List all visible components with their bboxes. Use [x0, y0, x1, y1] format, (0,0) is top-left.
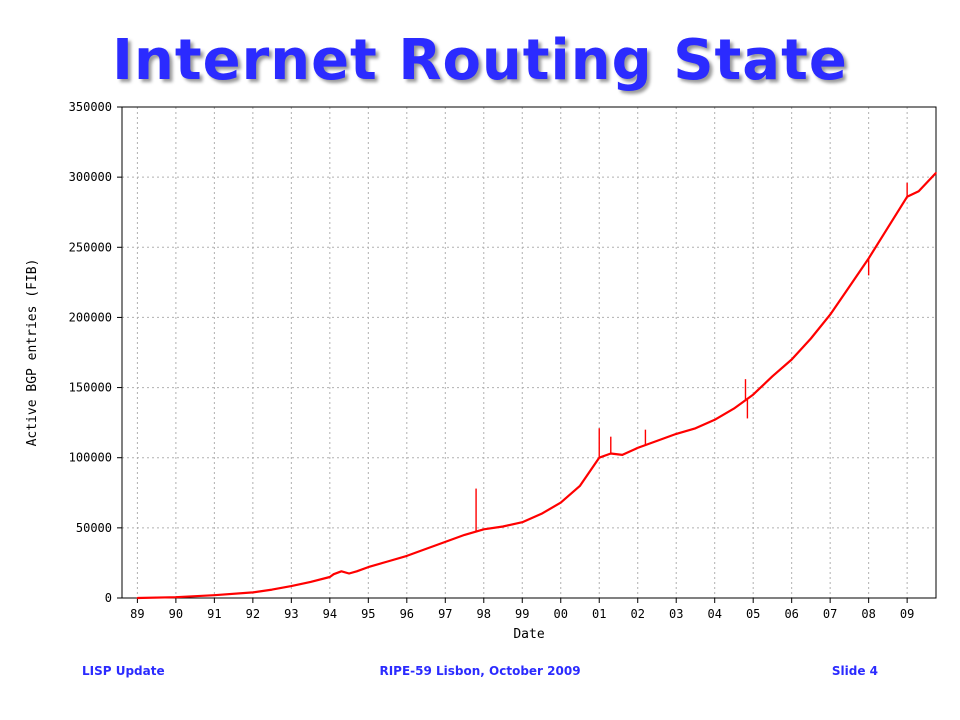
footer-left-text: LISP Update	[82, 664, 165, 678]
series-point	[521, 521, 524, 524]
x-tick-label: 06	[784, 607, 798, 621]
series-point	[482, 528, 485, 531]
series-point	[406, 555, 408, 557]
x-tick-label: 95	[361, 607, 375, 621]
series-point	[348, 572, 350, 575]
x-tick-label: 03	[669, 607, 683, 621]
series-point	[502, 525, 504, 528]
series-point	[579, 484, 581, 487]
series-point	[790, 358, 793, 361]
series-point	[935, 172, 937, 174]
plot-area	[121, 106, 937, 599]
x-tick-label: 02	[630, 607, 644, 621]
series-point	[733, 407, 735, 410]
bgp-growth-chart: 0 50000 100000 150000 200000 250000 300000 3500…	[25, 100, 937, 642]
x-tick-label: 05	[746, 607, 760, 621]
series-point	[675, 433, 678, 435]
series-point	[329, 576, 331, 578]
x-tick-label: 00	[554, 607, 568, 621]
series-point	[425, 548, 427, 550]
series-point	[213, 594, 216, 596]
series-layer	[136, 172, 937, 600]
series-point	[559, 501, 562, 504]
series-point	[386, 560, 389, 563]
y-axis-ticks: 0 50000 100000 150000 200000 250000 300000 3500…	[69, 100, 122, 605]
x-tick-label: 93	[284, 607, 298, 621]
series-point	[175, 596, 177, 598]
x-tick-label: 92	[246, 607, 260, 621]
series-point	[713, 419, 716, 421]
series-point	[463, 534, 466, 536]
y-axis-title: Active BGP entries (FIB)	[25, 259, 40, 447]
x-tick-label: 91	[207, 607, 221, 621]
series-point	[829, 313, 831, 316]
series-point	[887, 226, 889, 229]
x-tick-label: 96	[400, 607, 414, 621]
footer-center-text: RIPE-59 Lisbon, October 2009	[379, 664, 581, 678]
x-tick-label: 01	[592, 607, 606, 621]
y-tick-label: 200000	[69, 310, 112, 324]
x-tick-label: 09	[900, 607, 914, 621]
x-tick-label: 89	[130, 607, 144, 621]
x-tick-label: 99	[515, 607, 529, 621]
series-point	[656, 440, 658, 442]
series-point	[332, 573, 335, 575]
x-tick-label: 98	[477, 607, 491, 621]
y-tick-label: 100000	[69, 451, 112, 465]
y-tick-label: 150000	[69, 381, 112, 395]
series-point	[444, 541, 447, 543]
series-line	[137, 172, 937, 600]
x-tick-label: 97	[438, 607, 452, 621]
x-tick-label: 90	[169, 607, 183, 621]
series-point	[540, 513, 543, 515]
series-point	[636, 447, 639, 449]
y-tick-label: 250000	[69, 240, 112, 254]
series-point	[290, 585, 293, 587]
series-point	[810, 337, 812, 340]
x-tick-label: 07	[823, 607, 837, 621]
footer-right-text: Slide 4	[831, 664, 878, 678]
series-point	[771, 375, 774, 378]
x-tick-label: 94	[323, 607, 337, 621]
series-point	[917, 190, 920, 192]
x-tick-label: 04	[707, 607, 721, 621]
x-tick-label: 08	[861, 607, 875, 621]
grid-lines	[122, 107, 936, 598]
slide-title: Internet Routing State	[112, 28, 848, 93]
y-tick-label: 0	[105, 591, 112, 605]
y-tick-label: 350000	[69, 100, 112, 114]
series-point	[355, 570, 358, 573]
series-point	[621, 454, 624, 456]
series-point	[848, 285, 851, 288]
series-point	[271, 588, 273, 591]
y-tick-label: 50000	[76, 521, 112, 535]
y-tick-label: 300000	[69, 170, 112, 184]
x-axis-title: Date	[513, 627, 544, 642]
series-point	[340, 570, 343, 573]
series-point	[367, 566, 370, 568]
series-point	[694, 427, 697, 430]
series-point	[136, 597, 139, 599]
x-axis-ticks: 89 90 91 92 93 94 95 96 97 98 99 00 01 02 03 04 05 06 07 08…	[130, 598, 914, 621]
series-point	[309, 581, 312, 583]
series-point	[252, 591, 254, 594]
series-point	[752, 393, 754, 396]
